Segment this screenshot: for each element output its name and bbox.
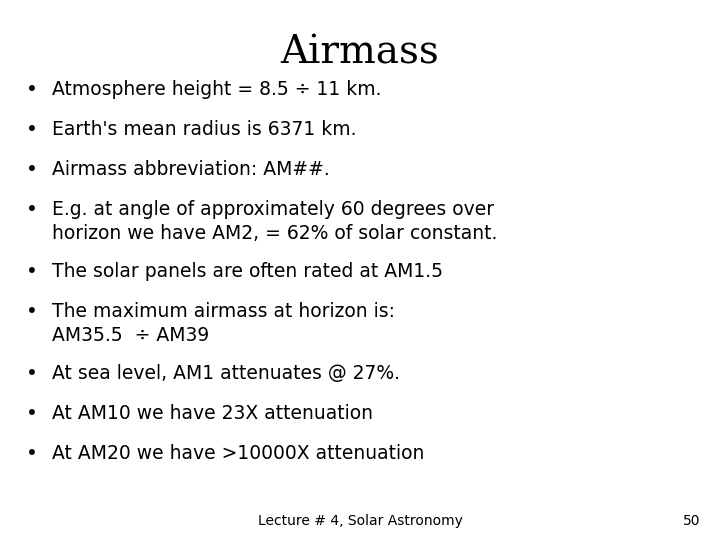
- Text: •: •: [26, 444, 38, 463]
- Text: •: •: [26, 160, 38, 179]
- Text: The maximum airmass at horizon is:
AM35.5  ÷ AM39: The maximum airmass at horizon is: AM35.…: [52, 302, 395, 345]
- Text: Lecture # 4, Solar Astronomy: Lecture # 4, Solar Astronomy: [258, 514, 462, 528]
- Text: •: •: [26, 200, 38, 219]
- Text: Atmosphere height = 8.5 ÷ 11 km.: Atmosphere height = 8.5 ÷ 11 km.: [52, 80, 382, 99]
- Text: •: •: [26, 262, 38, 281]
- Text: 50: 50: [683, 514, 700, 528]
- Text: E.g. at angle of approximately 60 degrees over
horizon we have AM2, = 62% of sol: E.g. at angle of approximately 60 degree…: [52, 200, 498, 243]
- Text: •: •: [26, 404, 38, 423]
- Text: Airmass: Airmass: [281, 35, 439, 72]
- Text: At AM10 we have 23X attenuation: At AM10 we have 23X attenuation: [52, 404, 373, 423]
- Text: •: •: [26, 364, 38, 383]
- Text: •: •: [26, 80, 38, 99]
- Text: At sea level, AM1 attenuates @ 27%.: At sea level, AM1 attenuates @ 27%.: [52, 364, 400, 383]
- Text: The solar panels are often rated at AM1.5: The solar panels are often rated at AM1.…: [52, 262, 443, 281]
- Text: Airmass abbreviation: AM##.: Airmass abbreviation: AM##.: [52, 160, 330, 179]
- Text: At AM20 we have >10000X attenuation: At AM20 we have >10000X attenuation: [52, 444, 424, 463]
- Text: Earth's mean radius is 6371 km.: Earth's mean radius is 6371 km.: [52, 120, 356, 139]
- Text: •: •: [26, 120, 38, 139]
- Text: •: •: [26, 302, 38, 321]
